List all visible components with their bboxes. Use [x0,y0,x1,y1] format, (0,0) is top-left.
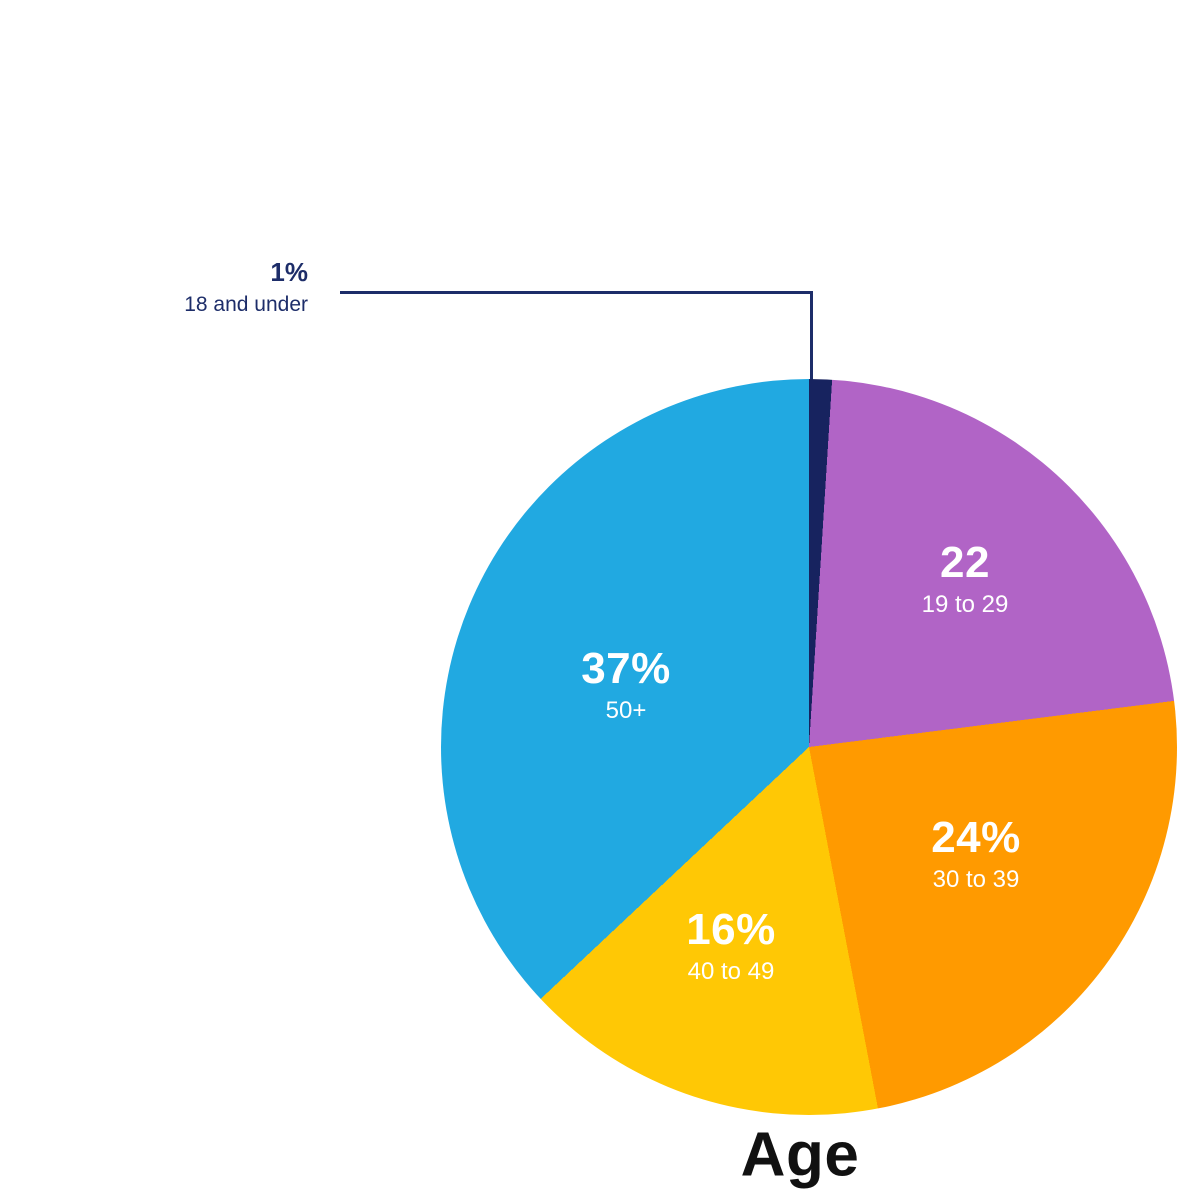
slice-label-40-to-49: 16% 40 to 49 [686,904,776,986]
slice-value: 37% [581,643,671,693]
slice-range: 19 to 29 [921,590,1009,618]
callout-label-18-and-under: 1% 18 and under [120,256,308,318]
chart-title: Age [740,1120,860,1190]
callout-line-vertical [810,291,813,380]
slice-label-19-to-29: 22 19 to 29 [922,537,1009,619]
callout-value: 1% [270,257,308,287]
slice-range: 30 to 39 [932,865,1020,893]
pie-chart [441,379,1177,1115]
slice-value: 22 [940,537,990,587]
callout-range: 18 and under [184,292,308,316]
slice-range: 40 to 49 [687,957,775,985]
callout-line-horizontal [340,291,813,294]
slice-range: 50+ [605,696,647,724]
slice-value: 16% [686,904,776,954]
slice-label-50-plus: 37% 50+ [581,643,671,725]
slice-value: 24% [931,812,1021,862]
slice-label-30-to-39: 24% 30 to 39 [931,812,1021,894]
